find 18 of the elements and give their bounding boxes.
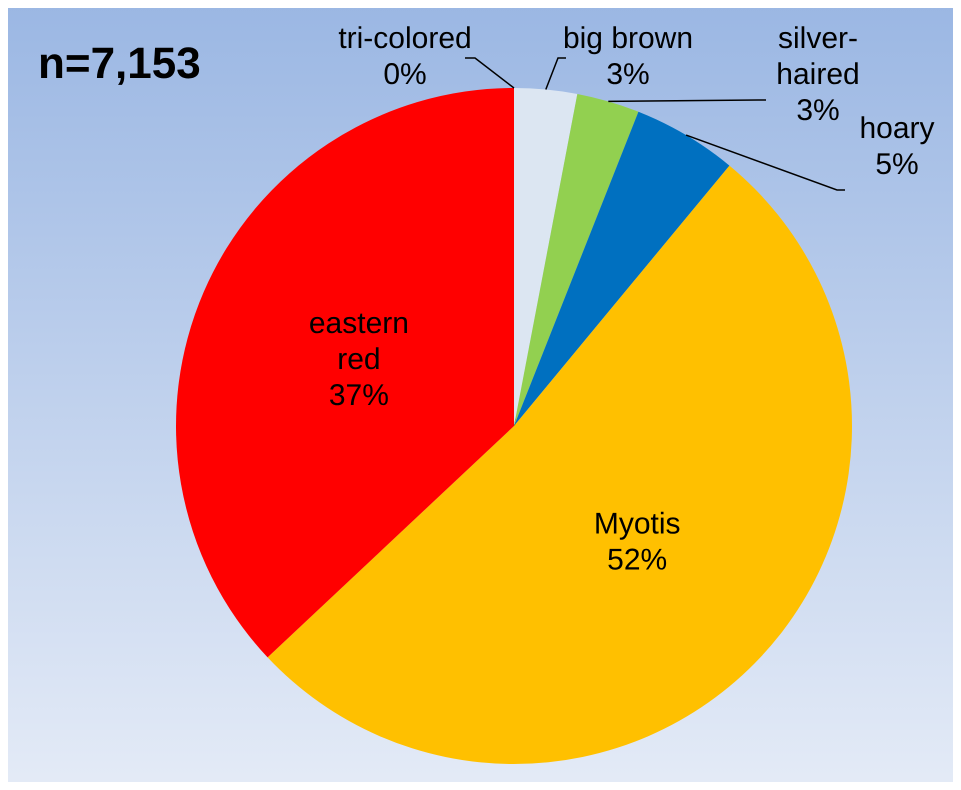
pie-slice [514, 112, 730, 426]
slice-label: Myotis [594, 508, 681, 541]
text: 0% [383, 58, 427, 91]
data-label: 52% [607, 544, 668, 577]
data-label: 3% [796, 94, 840, 127]
category-label: tri-colored [338, 22, 472, 55]
pie-slice [176, 88, 514, 658]
data-label: 37% [328, 378, 389, 412]
data-label: 5% [875, 148, 919, 181]
slice-label: big brown [562, 22, 694, 55]
data-label: 3% [606, 58, 650, 91]
pie-slice [268, 166, 852, 764]
slice-label: eastern red [308, 306, 409, 376]
slice-label: silver-haired [776, 22, 860, 91]
pie-slice [514, 94, 638, 426]
pie-slice [514, 88, 578, 426]
chart-title: n=7,153 [38, 39, 201, 88]
slice-label: hoary [859, 112, 935, 145]
